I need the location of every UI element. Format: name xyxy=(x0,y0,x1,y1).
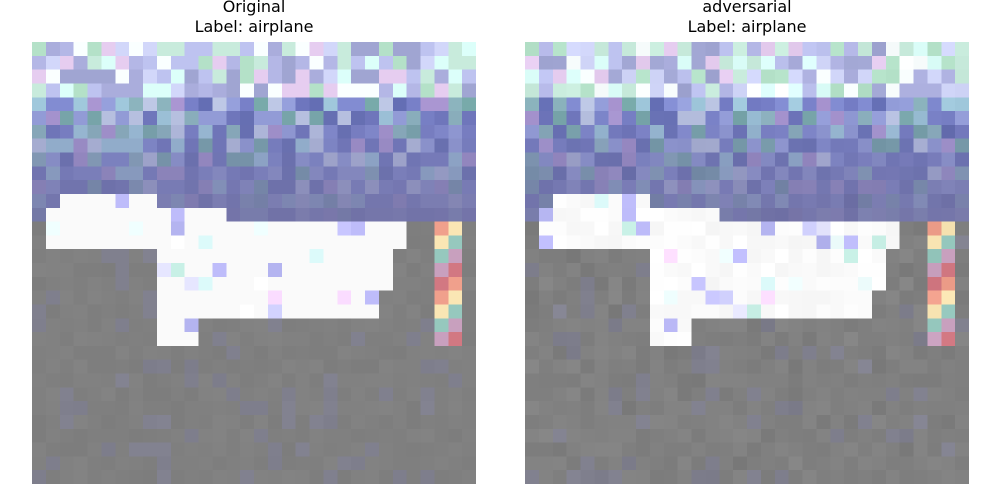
original-image-canvas xyxy=(32,42,476,484)
adversarial-label: Label: airplane xyxy=(687,17,807,36)
original-image xyxy=(32,42,476,484)
adversarial-panel: adversarial Label: airplane xyxy=(525,0,969,500)
adversarial-title: adversarial xyxy=(702,0,792,16)
adversarial-image xyxy=(525,42,969,484)
original-title: Original xyxy=(222,0,286,16)
original-panel: Original Label: airplane xyxy=(32,0,476,500)
adversarial-image-canvas xyxy=(525,42,969,484)
original-label: Label: airplane xyxy=(194,17,314,36)
